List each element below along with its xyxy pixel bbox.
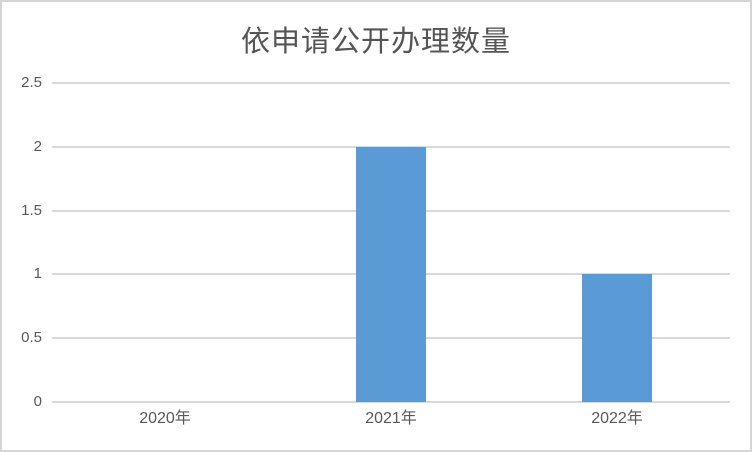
y-tick-label: 1 bbox=[33, 265, 42, 283]
y-tick-label: 1.5 bbox=[21, 201, 42, 219]
x-tick-label: 2022年 bbox=[591, 410, 643, 427]
gridline-y-2.5 bbox=[52, 82, 730, 84]
gridline-y-0 bbox=[52, 401, 730, 403]
y-tick-label: 0.5 bbox=[21, 329, 42, 347]
y-tick-label: 2 bbox=[33, 137, 42, 155]
x-tick-label: 2020年 bbox=[139, 410, 191, 427]
y-tick-label: 2.5 bbox=[21, 74, 42, 91]
chart-title: 依申请公开办理数量 bbox=[240, 24, 511, 58]
bar-2021年 bbox=[356, 146, 426, 402]
bar-2022年 bbox=[582, 274, 652, 402]
x-tick-label: 2021年 bbox=[365, 410, 417, 427]
y-tick-label: 0 bbox=[33, 393, 42, 410]
